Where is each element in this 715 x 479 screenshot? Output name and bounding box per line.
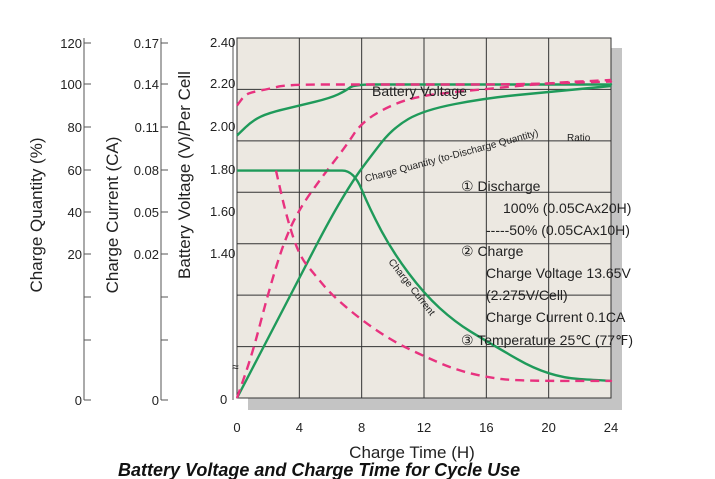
axis-break-mark: ≈ — [232, 360, 239, 374]
charge-current-tick-label: 0.11 — [135, 120, 159, 135]
charge-quantity-tick-label: 80 — [68, 120, 82, 135]
grid-lines — [237, 38, 611, 398]
charge-quantity-tick-label: 40 — [68, 205, 82, 220]
chart-title: Battery Voltage and Charge Time for Cycl… — [118, 460, 520, 479]
x-tick-label: 12 — [417, 420, 431, 435]
charge-quantity-tick-label: 60 — [68, 163, 82, 178]
battery-voltage-tick-label: 0 — [220, 392, 227, 407]
x-axis: 0 4 8 12 16 20 24 — [233, 420, 618, 435]
charge-quantity-tick-label: 0 — [75, 393, 82, 408]
y-axis-title-charge-quantity: Charge Quantity (%) — [27, 138, 46, 293]
x-tick-label: 20 — [541, 420, 555, 435]
battery-voltage-tick-label: 1.60 — [210, 204, 235, 219]
curve-label-charge-quantity-suffix: Ratio — [567, 133, 591, 144]
charge-current-tick-label: 0.02 — [134, 247, 159, 262]
x-axis-title: Charge Time (H) — [349, 443, 475, 462]
charge-current-tick-label: 0 — [152, 393, 159, 408]
series-line-charge-quantity-dashed — [235, 78, 612, 399]
charge-current-tick-label: 0.14 — [134, 77, 159, 92]
battery-voltage-tick-label: 1.80 — [210, 162, 235, 177]
charge-quantity-tick-label: 100 — [60, 77, 82, 92]
x-tick-label: 8 — [358, 420, 365, 435]
charge-current-tick-label: 0.05 — [134, 205, 159, 220]
series-line-battery-voltage-solid — [236, 83, 613, 137]
battery-voltage-tick-label: 2.40 — [210, 35, 235, 50]
battery-voltage-tick-label: 1.40 — [210, 246, 235, 261]
left-axes: 120 100 80 60 40 20 0 0.17 0.14 0.11 0.08 0.05 0.02 0… — [60, 35, 235, 408]
note-discharge: ① Discharge — [461, 178, 541, 194]
note-temperature: ③ Temperature 25℃ (77℉) — [461, 332, 633, 348]
note-charge-voltage: Charge Voltage 13.65V — [486, 265, 631, 281]
series-line-charge-current-dashed — [274, 170, 613, 383]
charge-quantity-tick-label: 120 — [60, 36, 82, 51]
battery-voltage-tick-label: 2.20 — [210, 76, 235, 91]
series-group — [235, 78, 613, 399]
note-charge-voltage-cell: (2.275V/Cell) — [486, 287, 568, 303]
charge-quantity-tick-label: 20 — [68, 247, 82, 262]
y-axis-title-charge-current: Charge Current (CA) — [103, 137, 122, 294]
x-tick-label: 16 — [479, 420, 493, 435]
curve-label-battery-voltage: Battery Voltage — [372, 83, 467, 99]
x-tick-label: 0 — [233, 420, 240, 435]
charge-current-tick-label: 0.17 — [134, 36, 159, 51]
y-axis-title-battery-voltage: Battery Voltage (V)/Per Cell — [175, 71, 194, 279]
note-charge-current: Charge Current 0.1CA — [486, 309, 626, 325]
battery-voltage-tick-label: 2.00 — [210, 119, 235, 134]
series-line-charge-quantity-solid — [235, 84, 612, 399]
x-tick-label: 24 — [604, 420, 618, 435]
note-charge: ② Charge — [461, 243, 524, 259]
series-line-battery-voltage-dashed — [236, 80, 613, 107]
note-discharge-50: -----50% (0.05CAx10H) — [486, 222, 630, 238]
x-tick-label: 4 — [296, 420, 303, 435]
note-discharge-100: 100% (0.05CAx20H) — [503, 200, 631, 216]
series-line-charge-current-solid — [237, 169, 613, 383]
charge-current-tick-label: 0.08 — [134, 163, 159, 178]
